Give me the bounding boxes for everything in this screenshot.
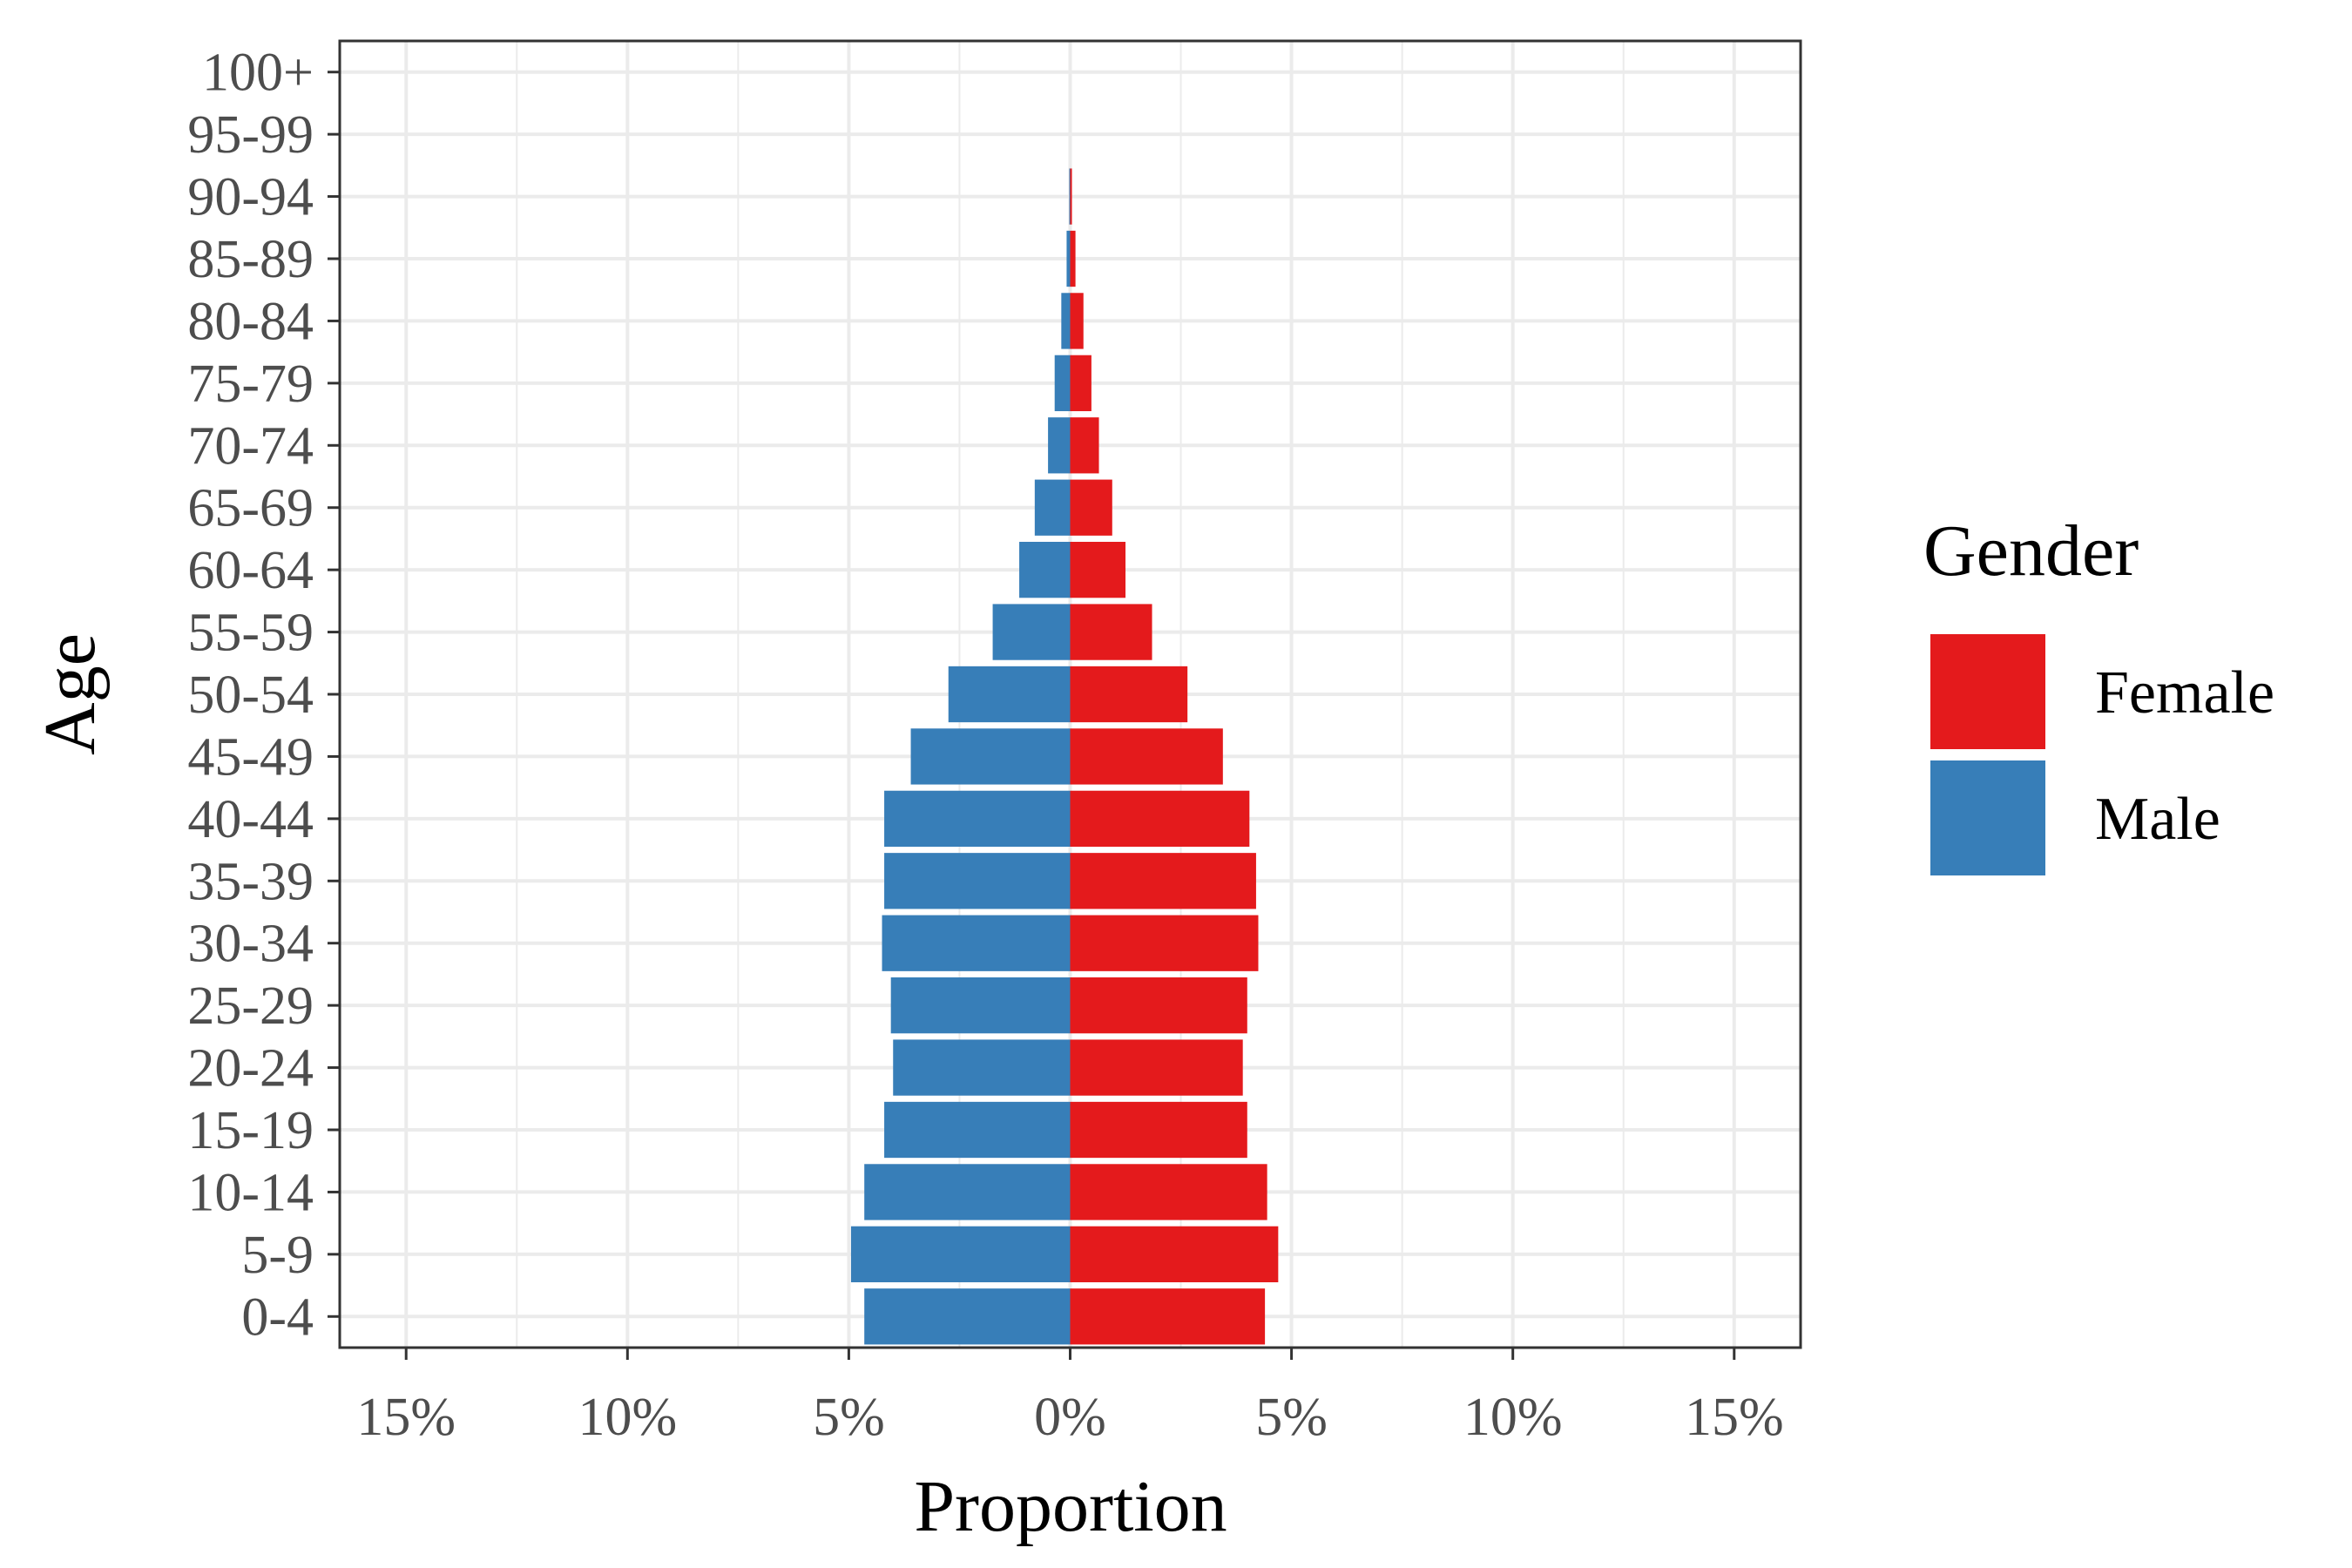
legend-label-male: Male	[2095, 786, 2220, 853]
bar-female-80-84	[1070, 293, 1084, 349]
y-tick-label-10-14: 10-14	[187, 1163, 314, 1222]
y-tick-label-20-24: 20-24	[187, 1039, 314, 1098]
bar-male-90-94	[1069, 168, 1071, 225]
bar-male-30-34	[882, 915, 1071, 971]
bar-female-15-19	[1070, 1101, 1247, 1159]
x-tick-label: 5%	[1255, 1388, 1328, 1447]
x-tick-label: 5%	[813, 1388, 885, 1447]
y-tick-label-45-49: 45-49	[187, 727, 314, 787]
y-tick-label-85-89: 85-89	[187, 230, 314, 289]
legend-title: Gender	[1923, 510, 2139, 591]
bar-male-25-29	[890, 977, 1071, 1034]
bar-female-75-79	[1070, 355, 1092, 411]
y-tick-label-0-4: 0-4	[241, 1288, 314, 1347]
x-tick-label: 10%	[578, 1388, 677, 1447]
y-tick-label-90-94: 90-94	[187, 168, 314, 227]
bar-male-75-79	[1054, 355, 1071, 411]
y-tick-label-95-99: 95-99	[187, 105, 314, 165]
legend-label-female: Female	[2095, 659, 2274, 727]
bar-male-40-44	[884, 790, 1071, 847]
bar-male-20-24	[893, 1039, 1071, 1096]
legend: Gender Female Male	[1923, 510, 2274, 875]
y-tick-label-75-79: 75-79	[187, 355, 314, 414]
bar-male-35-39	[884, 853, 1071, 909]
bar-female-90-94	[1070, 168, 1072, 225]
axis-ticks	[328, 71, 1736, 1360]
bar-male-10-14	[864, 1164, 1071, 1220]
y-tick-label-40-44: 40-44	[187, 790, 314, 849]
y-tick-label-60-64: 60-64	[187, 541, 314, 600]
y-tick-label-100+: 100+	[202, 44, 314, 103]
legend-key-male	[1930, 760, 2045, 875]
bar-male-45-49	[910, 728, 1071, 785]
y-axis-title: Age	[30, 633, 111, 755]
bar-male-5-9	[850, 1226, 1071, 1282]
bar-male-0-4	[864, 1288, 1071, 1345]
bar-female-70-74	[1070, 417, 1099, 474]
bar-female-50-54	[1070, 666, 1188, 723]
bar-male-70-74	[1048, 417, 1071, 474]
bar-male-80-84	[1061, 293, 1071, 349]
y-tick-label-5-9: 5-9	[241, 1226, 314, 1285]
bar-female-60-64	[1070, 542, 1126, 598]
bar-male-85-89	[1066, 230, 1071, 287]
bar-male-65-69	[1034, 479, 1071, 536]
y-tick-label-15-19: 15-19	[187, 1101, 314, 1160]
bar-female-65-69	[1070, 479, 1112, 536]
y-tick-label-25-29: 25-29	[187, 977, 314, 1036]
bar-female-35-39	[1070, 853, 1256, 909]
y-tick-label-65-69: 65-69	[187, 479, 314, 538]
bar-female-20-24	[1070, 1039, 1243, 1096]
y-tick-label-50-54: 50-54	[187, 666, 314, 725]
bar-male-55-59	[992, 604, 1071, 660]
bars	[850, 168, 1279, 1345]
bar-female-40-44	[1070, 790, 1250, 847]
y-tick-label-70-74: 70-74	[187, 416, 314, 476]
bar-female-0-4	[1070, 1288, 1266, 1345]
y-tick-label-35-39: 35-39	[187, 852, 314, 911]
x-tick-labels: 15% 10% 5% 0% 5% 10% 15%	[356, 1388, 1783, 1447]
legend-items: Female Male	[1930, 634, 2274, 875]
x-tick-label: 15%	[1685, 1388, 1784, 1447]
y-tick-labels: 0-45-910-1415-1920-2425-2930-3435-3940-4…	[187, 44, 314, 1348]
bar-female-30-34	[1070, 915, 1259, 971]
bar-male-15-19	[884, 1101, 1071, 1159]
bar-female-5-9	[1070, 1226, 1279, 1282]
bar-female-45-49	[1070, 728, 1223, 785]
x-tick-label: 0%	[1034, 1388, 1106, 1447]
bar-male-60-64	[1019, 542, 1071, 598]
legend-key-female	[1930, 634, 2045, 749]
x-tick-label: 10%	[1463, 1388, 1563, 1447]
bar-female-55-59	[1070, 604, 1152, 660]
x-tick-label: 15%	[356, 1388, 456, 1447]
y-tick-label-80-84: 80-84	[187, 292, 314, 351]
y-tick-label-55-59: 55-59	[187, 604, 314, 663]
bar-female-10-14	[1070, 1164, 1267, 1220]
y-tick-label-30-34: 30-34	[187, 915, 314, 974]
bar-female-25-29	[1070, 977, 1247, 1034]
bar-male-50-54	[948, 666, 1071, 723]
x-axis-title: Proportion	[914, 1466, 1227, 1547]
bar-female-85-89	[1070, 230, 1076, 287]
